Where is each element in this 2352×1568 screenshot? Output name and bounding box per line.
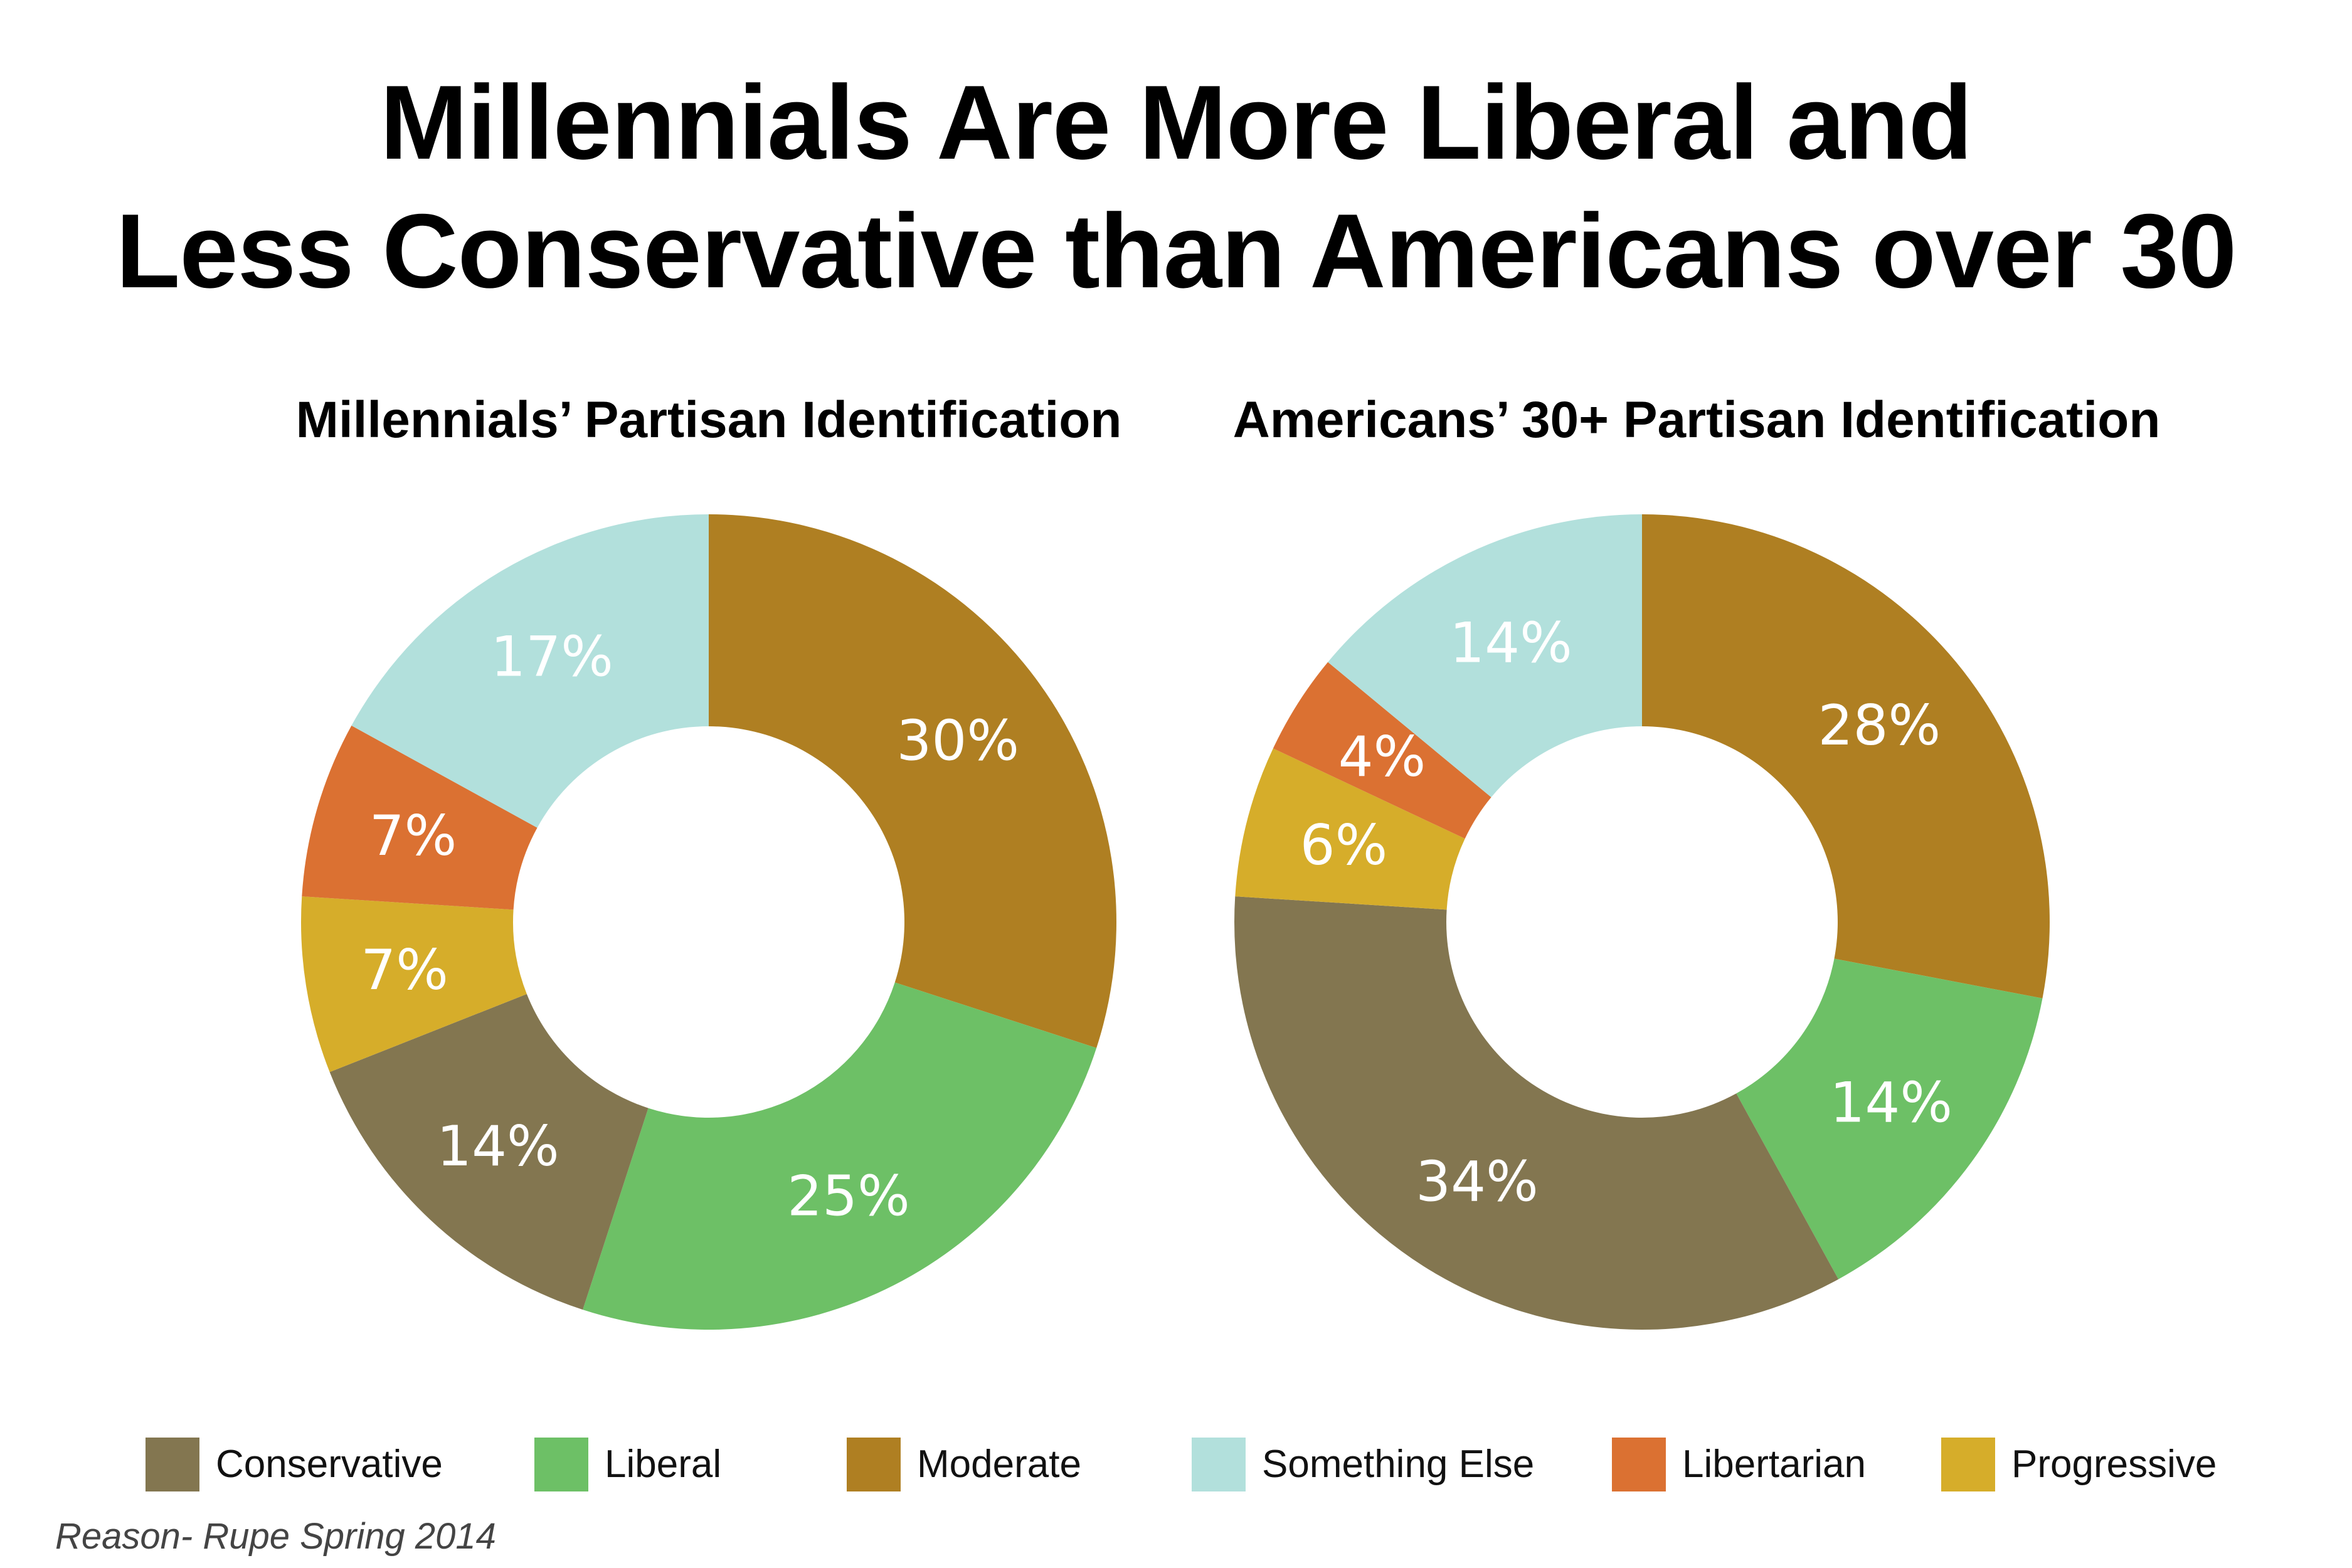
legend-swatch <box>847 1438 901 1491</box>
chart-title-line-1: Millennials Are More Liberal and <box>379 63 1973 181</box>
legend-swatch <box>1612 1438 1666 1491</box>
slice-label-libertarian: 4% <box>1338 724 1426 789</box>
slice-liberal <box>583 982 1097 1330</box>
slice-label-liberal: 25% <box>787 1163 910 1228</box>
legend-item-progressive: Progressive <box>1941 1436 2217 1493</box>
legend: Conservative Liberal Moderate Something Els… <box>0 1436 2352 1499</box>
legend-swatch <box>146 1438 199 1491</box>
slice-liberal <box>1736 958 2043 1279</box>
legend-swatch <box>1192 1438 1246 1491</box>
legend-label: Something Else <box>1262 1443 1535 1486</box>
chart-title-line-2: Less Conservative than Americans over 30 <box>115 192 2237 310</box>
slice-libertarian <box>302 725 538 910</box>
legend-label: Libertarian <box>1682 1443 1866 1486</box>
legend-item-something-else: Something Else <box>1192 1436 1534 1493</box>
slice-moderate <box>1642 514 2050 999</box>
slice-something-else <box>1328 514 1642 798</box>
left-chart-title: Millennials’ Partisan Identification <box>295 391 1122 448</box>
slice-label-moderate: 28% <box>1818 693 1941 758</box>
legend-label: Moderate <box>917 1443 1081 1486</box>
slice-conservative <box>1234 896 1839 1330</box>
slice-label-progressive: 7% <box>361 938 448 1002</box>
legend-label: Liberal <box>605 1443 722 1486</box>
slice-moderate <box>709 514 1116 1048</box>
slice-label-something-else: 17% <box>490 624 613 689</box>
slice-label-moderate: 30% <box>896 708 1019 773</box>
slice-label-progressive: 6% <box>1300 813 1388 877</box>
slice-progressive <box>1235 748 1465 910</box>
slice-conservative <box>329 993 649 1310</box>
legend-swatch <box>534 1438 588 1491</box>
right-chart-title: Americans’ 30+ Partisan Identification <box>1232 391 2161 448</box>
legend-item-moderate: Moderate <box>847 1436 1081 1493</box>
slice-label-liberal: 14% <box>1830 1071 1952 1135</box>
americans-30-plus-donut: 28% 14% 34% 6% 4% 14% <box>1234 514 2050 1330</box>
slice-something-else <box>351 514 709 828</box>
millennials-donut: 30% 25% 14% 7% 7% 17% <box>300 514 1116 1330</box>
legend-swatch <box>1941 1438 1995 1491</box>
legend-item-liberal: Liberal <box>534 1436 721 1493</box>
slice-label-conservative: 34% <box>1416 1150 1539 1214</box>
slice-progressive <box>300 896 527 1073</box>
slice-label-conservative: 14% <box>437 1114 559 1179</box>
slice-libertarian <box>1273 662 1491 839</box>
legend-label: Conservative <box>216 1443 443 1486</box>
slice-label-something-else: 14% <box>1449 611 1572 675</box>
legend-item-conservative: Conservative <box>146 1436 443 1493</box>
legend-label: Progressive <box>2011 1443 2217 1486</box>
slice-label-libertarian: 7% <box>369 803 457 868</box>
source-note: Reason- Rupe Spring 2014 <box>55 1516 496 1557</box>
legend-item-libertarian: Libertarian <box>1612 1436 1866 1493</box>
